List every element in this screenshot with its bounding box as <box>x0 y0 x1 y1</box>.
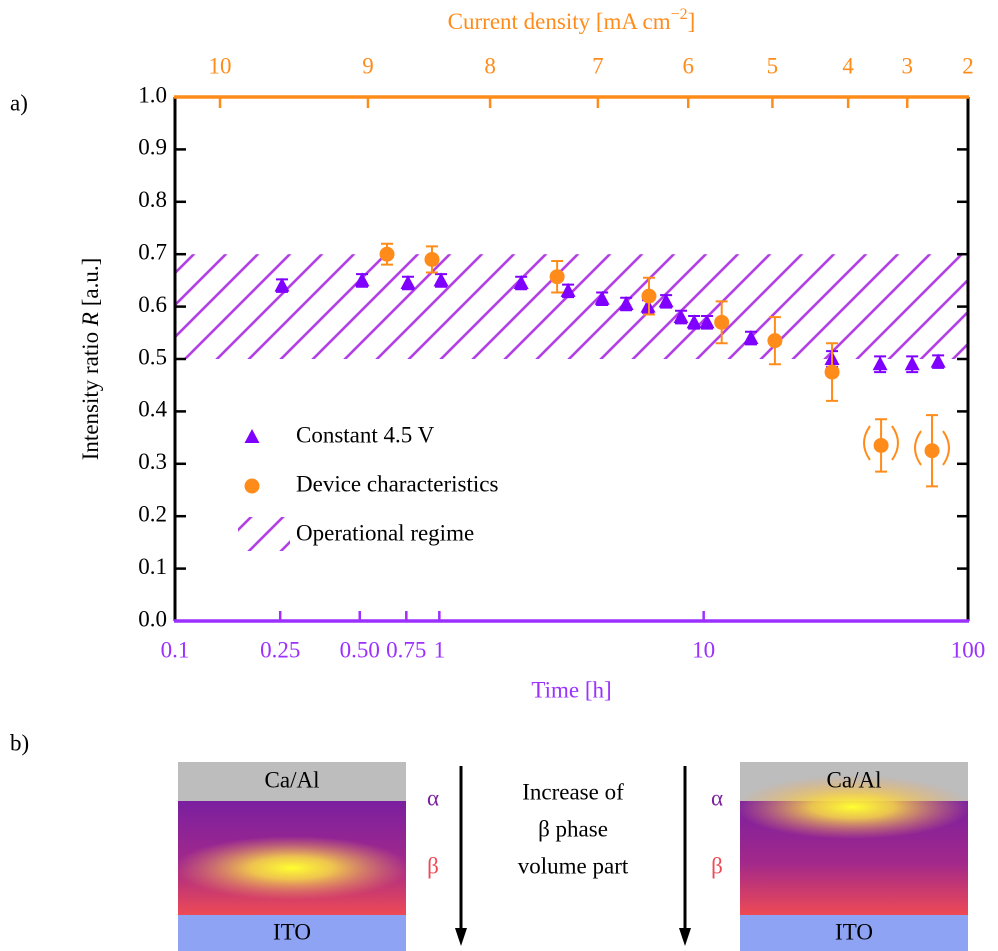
layer-label: ITO <box>273 919 311 944</box>
emission-zone <box>735 775 971 839</box>
y-tick-label: 0.7 <box>138 239 167 264</box>
electrode <box>740 915 968 951</box>
y-axis-title-part: [a.u.] <box>78 258 103 312</box>
bracket <box>863 425 871 461</box>
triangle-marker <box>354 272 370 287</box>
x-axis-title: Time [h] <box>531 677 611 702</box>
arrows <box>459 766 687 930</box>
arrow-text: Increase of <box>522 779 624 804</box>
circle-marker <box>873 437 889 453</box>
x-tick-label: 10 <box>692 637 715 662</box>
y-tick-label: 0.3 <box>138 449 167 474</box>
arrow-head <box>455 928 691 946</box>
x2-tick-label: 9 <box>362 53 374 78</box>
legend-label: Constant 4.5 V <box>296 422 435 447</box>
triangle-marker <box>513 275 529 290</box>
y-tick-label: 0.6 <box>138 292 167 317</box>
diagram: Ca/Al ITO α β Ca/Al ITO α β Increase of … <box>174 762 971 951</box>
triangle-marker <box>872 356 888 371</box>
bracket <box>891 425 899 461</box>
x2-axis-title: Current density [mA cm−2] <box>448 6 696 35</box>
x-tick-label: 1 <box>434 637 446 662</box>
x2-tick-label: 3 <box>901 53 913 78</box>
x2-tick-label: 4 <box>842 53 854 78</box>
x-tick-label: 0.50 <box>340 637 380 662</box>
circle-marker <box>641 288 657 304</box>
y-tick-label: 0.8 <box>138 187 167 212</box>
emission-zone <box>174 836 410 900</box>
circle-marker <box>824 364 840 380</box>
y-tick-label: 0.5 <box>138 344 167 369</box>
electrode <box>178 915 406 951</box>
y-tick-label: 0.2 <box>138 501 167 526</box>
x2-tick-label: 10 <box>209 53 232 78</box>
triangle-marker <box>686 314 702 329</box>
electrode <box>178 762 406 801</box>
x2-tick-label: 6 <box>682 53 694 78</box>
triangle-marker <box>560 282 576 297</box>
legend-label: Operational regime <box>296 520 474 545</box>
x-tick-label: 0.1 <box>161 637 190 662</box>
triangle-marker <box>743 330 759 345</box>
legend-hatch <box>238 517 290 551</box>
operational-band <box>175 254 968 359</box>
y-tick-label: 0.1 <box>138 554 167 579</box>
triangle-marker <box>699 314 715 329</box>
legend-marker <box>244 478 260 494</box>
x2-tick-label: 2 <box>962 53 974 78</box>
panel-label: b) <box>10 730 29 755</box>
triangle-marker <box>594 290 610 305</box>
x2-axis-title-sup: −2 <box>671 6 688 23</box>
phase-label: α <box>427 785 439 810</box>
x-tick-label: 0.75 <box>386 637 426 662</box>
triangle-marker <box>400 275 416 290</box>
layer-label: Ca/Al <box>265 767 320 792</box>
triangle-marker <box>673 309 689 324</box>
x-tick-label: 0.25 <box>260 637 300 662</box>
phase-label: α <box>711 785 723 810</box>
y-axis-title-part: Intensity ratio <box>78 326 103 460</box>
x-tick-label: 100 <box>951 637 986 662</box>
y-tick-label: 0.0 <box>138 606 167 631</box>
bracket <box>914 430 922 466</box>
circle-marker <box>924 443 940 459</box>
triangle-marker <box>658 293 674 308</box>
layer-label: ITO <box>835 919 873 944</box>
triangle-marker <box>433 272 449 287</box>
circle-marker <box>379 246 395 262</box>
x2-tick-label: 5 <box>767 53 779 78</box>
y-axis-title: Intensity ratio R [a.u.] <box>78 258 103 460</box>
phase-label: β <box>427 853 439 878</box>
x2-tick-label: 7 <box>592 53 604 78</box>
x2-axis-title-part: ] <box>688 9 696 34</box>
arrow-text: β phase <box>538 816 608 841</box>
circle-marker <box>767 333 783 349</box>
arrow-text: volume part <box>518 853 629 878</box>
legend-label: Device characteristics <box>296 471 498 496</box>
panel-label: a) <box>10 90 28 115</box>
y-tick-label: 0.4 <box>138 397 167 422</box>
x2-axis-title-part: Current density [mA cm <box>448 9 671 34</box>
brackets <box>863 425 950 466</box>
y-tick-label: 1.0 <box>138 82 167 107</box>
circle-marker <box>549 269 565 285</box>
legend-marker <box>244 429 260 443</box>
plot: 0.0 0.1 0.2 0.3 0.4 0.5 0.6 0.7 0.8 0.9 1.0 0.1 0.25… <box>78 6 985 703</box>
bracket <box>942 430 950 466</box>
triangle-marker <box>904 356 920 371</box>
triangle-marker <box>618 295 634 310</box>
y-tick-label: 0.9 <box>138 135 167 160</box>
phase-label: β <box>711 853 723 878</box>
triangle-marker <box>274 277 290 292</box>
circle-marker <box>714 314 730 330</box>
y-axis-title-symbol: R <box>78 312 103 327</box>
triangle-marker <box>930 353 946 368</box>
x2-tick-label: 8 <box>484 53 496 78</box>
layer-label: Ca/Al <box>827 767 882 792</box>
circle-marker <box>424 251 440 267</box>
